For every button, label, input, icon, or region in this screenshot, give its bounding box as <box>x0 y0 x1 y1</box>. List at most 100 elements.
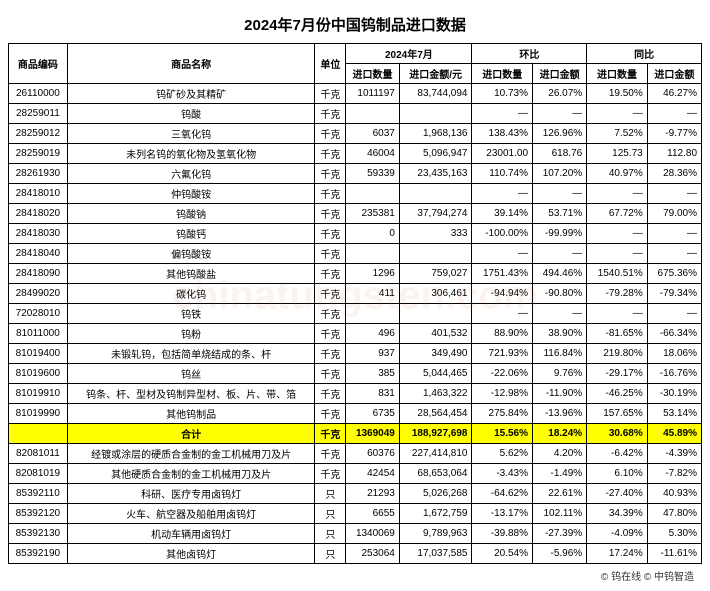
table-row: 81019600钨丝千克3855,044,465-22.06%9.76%-29.… <box>9 364 702 384</box>
cell-amt <box>399 304 472 324</box>
cell-unit: 千克 <box>315 184 346 204</box>
cell-amt <box>399 104 472 124</box>
table-row: 85392110科研、医疗专用卤钨灯只212935,026,268-64.62%… <box>9 484 702 504</box>
cell-yq: -27.40% <box>587 484 648 504</box>
cell-amt: 306,461 <box>399 284 472 304</box>
cell-qty: 253064 <box>346 544 400 564</box>
cell-name: 钨粉 <box>67 324 315 344</box>
th-amt: 进口金额/元 <box>399 64 472 84</box>
cell-name: 其他卤钨灯 <box>67 544 315 564</box>
cell-ya: 47.80% <box>647 504 701 524</box>
cell-ya: — <box>647 244 701 264</box>
cell-amt: 68,653,064 <box>399 464 472 484</box>
cell-code: 82081019 <box>9 464 68 484</box>
cell-code: 28259011 <box>9 104 68 124</box>
cell-yq: 157.65% <box>587 404 648 424</box>
cell-ya: -66.34% <box>647 324 701 344</box>
cell-name: 钨酸钙 <box>67 224 315 244</box>
cell-ya: 18.06% <box>647 344 701 364</box>
cell-mq: -39.88% <box>472 524 533 544</box>
cell-yq: — <box>587 304 648 324</box>
cell-amt: 759,027 <box>399 264 472 284</box>
cell-yq: -4.09% <box>587 524 648 544</box>
cell-mq: 721.93% <box>472 344 533 364</box>
cell-mq: 138.43% <box>472 124 533 144</box>
th-amt2: 进口金额 <box>533 64 587 84</box>
table-row: 85392120火车、航空器及船舶用卤钨灯只66551,672,759-13.1… <box>9 504 702 524</box>
cell-yq: 17.24% <box>587 544 648 564</box>
th-code: 商品编码 <box>9 44 68 84</box>
cell-name: 钨酸钠 <box>67 204 315 224</box>
cell-amt: 5,096,947 <box>399 144 472 164</box>
cell-ma: 4.20% <box>533 444 587 464</box>
cell-unit: 千克 <box>315 424 346 444</box>
cell-unit: 千克 <box>315 284 346 304</box>
cell-qty <box>346 184 400 204</box>
cell-ya: 40.93% <box>647 484 701 504</box>
data-table: 商品编码 商品名称 单位 2024年7月 环比 同比 进口数量 进口金额/元 进… <box>8 43 702 564</box>
cell-unit: 千克 <box>315 224 346 244</box>
cell-mq: 39.14% <box>472 204 533 224</box>
cell-code: 81011000 <box>9 324 68 344</box>
cell-ya: 53.14% <box>647 404 701 424</box>
cell-yq: -46.25% <box>587 384 648 404</box>
cell-name: 未列名钨的氧化物及氢氧化物 <box>67 144 315 164</box>
cell-amt: 1,463,322 <box>399 384 472 404</box>
cell-amt: 401,532 <box>399 324 472 344</box>
cell-unit: 千克 <box>315 364 346 384</box>
cell-amt: 23,435,163 <box>399 164 472 184</box>
cell-unit: 千克 <box>315 304 346 324</box>
cell-name: 机动车辆用卤钨灯 <box>67 524 315 544</box>
cell-ya: 46.27% <box>647 84 701 104</box>
table-row: 26110000钨矿砂及其精矿千克101119783,744,09410.73%… <box>9 84 702 104</box>
cell-amt: 5,026,268 <box>399 484 472 504</box>
page-title: 2024年7月份中国钨制品进口数据 <box>8 8 702 43</box>
cell-code: 28261930 <box>9 164 68 184</box>
cell-yq: 7.52% <box>587 124 648 144</box>
cell-ma: 102.11% <box>533 504 587 524</box>
cell-ya: 112.80 <box>647 144 701 164</box>
table-row: 81011000钨粉千克496401,53288.90%38.90%-81.65… <box>9 324 702 344</box>
table-row: 81019910钨条、杆、型材及钨制异型材、板、片、带、箔千克8311,463,… <box>9 384 702 404</box>
cell-qty: 21293 <box>346 484 400 504</box>
cell-amt: 227,414,810 <box>399 444 472 464</box>
cell-mq: -64.62% <box>472 484 533 504</box>
cell-qty: 6655 <box>346 504 400 524</box>
cell-amt: 37,794,274 <box>399 204 472 224</box>
cell-ma: 26.07% <box>533 84 587 104</box>
cell-ma: -1.49% <box>533 464 587 484</box>
cell-ya: — <box>647 304 701 324</box>
cell-mq: 20.54% <box>472 544 533 564</box>
cell-unit: 千克 <box>315 124 346 144</box>
cell-code: 28418010 <box>9 184 68 204</box>
cell-unit: 千克 <box>315 204 346 224</box>
cell-yq: 219.80% <box>587 344 648 364</box>
table-row: 28499020碳化钨千克411306,461-94.94%-90.80%-79… <box>9 284 702 304</box>
cell-qty: 6037 <box>346 124 400 144</box>
cell-mq: -12.98% <box>472 384 533 404</box>
cell-amt: 188,927,698 <box>399 424 472 444</box>
cell-unit: 千克 <box>315 464 346 484</box>
cell-yq: 6.10% <box>587 464 648 484</box>
cell-ma: 18.24% <box>533 424 587 444</box>
cell-ya: -11.61% <box>647 544 701 564</box>
table-row: 28418020钨酸钠千克23538137,794,27439.14%53.71… <box>9 204 702 224</box>
cell-mq: 110.74% <box>472 164 533 184</box>
cell-qty: 937 <box>346 344 400 364</box>
cell-mq: -13.17% <box>472 504 533 524</box>
cell-ma: 126.96% <box>533 124 587 144</box>
cell-code: 81019990 <box>9 404 68 424</box>
cell-code: 85392120 <box>9 504 68 524</box>
table-row: 85392190其他卤钨灯只25306417,037,58520.54%-5.9… <box>9 544 702 564</box>
cell-mq: 23001.00 <box>472 144 533 164</box>
cell-ma: -90.80% <box>533 284 587 304</box>
table-row: 82081019其他硬质合金制的金工机械用刀及片千克4245468,653,06… <box>9 464 702 484</box>
table-row: 28259012三氧化钨千克60371,968,136138.43%126.96… <box>9 124 702 144</box>
cell-ya: -79.34% <box>647 284 701 304</box>
cell-mq: 10.73% <box>472 84 533 104</box>
cell-ya: 45.89% <box>647 424 701 444</box>
cell-ma: -27.39% <box>533 524 587 544</box>
cell-mq: -94.94% <box>472 284 533 304</box>
cell-yq: — <box>587 184 648 204</box>
cell-mq: -22.06% <box>472 364 533 384</box>
